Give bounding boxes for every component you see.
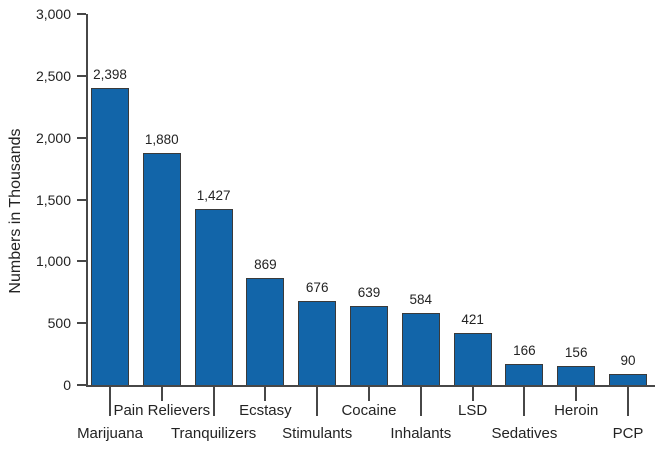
x-axis-line — [86, 385, 655, 387]
x-tick-mark — [523, 387, 526, 416]
y-tick-label: 1,500 — [35, 191, 71, 208]
bar-value-label: 2,398 — [93, 67, 127, 82]
x-tick-mark — [212, 387, 215, 416]
x-category-label-cocaine: Cocaine — [341, 402, 397, 419]
bar-ecstasy — [246, 278, 285, 385]
y-tick-mark — [77, 384, 86, 386]
bar-value-label: 421 — [461, 312, 484, 327]
x-tick-mark — [419, 387, 422, 416]
bar-value-label: 676 — [305, 280, 329, 295]
bar-inhalants — [401, 313, 440, 385]
x-category-label-ecstasy: Ecstasy — [239, 402, 292, 419]
x-category-label-pain-relievers: Pain Relievers — [113, 402, 211, 419]
y-tick-mark — [77, 13, 86, 15]
bar-value-label: 156 — [564, 345, 588, 360]
x-category-label-stimulants: Stimulants — [282, 425, 353, 442]
y-tick-label: 500 — [47, 315, 71, 332]
bar-value-label: 166 — [513, 343, 536, 358]
bar-value-label: 1,880 — [144, 132, 179, 147]
bar-lsd — [453, 333, 492, 385]
x-category-label-tranquilizers: Tranquilizers — [170, 425, 257, 442]
x-category-label-heroin: Heroin — [554, 402, 599, 419]
y-tick-label: 2,000 — [35, 129, 71, 146]
y-tick-mark — [77, 74, 86, 77]
y-tick-label: 1,000 — [35, 253, 71, 270]
bar-tranquilizers — [194, 209, 233, 385]
x-tick-mark — [627, 387, 629, 416]
x-category-label-pcp: PCP — [612, 425, 644, 442]
y-axis-line — [86, 14, 88, 387]
plot-area: 0 500 1,000 1,500 2,000 2,500 3,000 2,398 Mariju… — [36, 6, 655, 442]
bar-sedatives — [505, 364, 544, 385]
x-category-label-lsd: LSD — [458, 402, 488, 419]
bar-heroin — [557, 366, 596, 385]
y-tick-mark — [77, 260, 86, 263]
y-tick-mark — [77, 136, 86, 139]
bar-cocaine — [350, 306, 388, 385]
y-tick-mark — [77, 322, 86, 325]
bar-pcp — [609, 374, 647, 385]
y-tick-mark — [77, 198, 86, 201]
x-category-label-inhalants: Inhalants — [390, 425, 452, 442]
x-category-label-sedatives: Sedatives — [491, 425, 558, 442]
bar-stimulants — [298, 301, 337, 385]
bar-value-label: 869 — [254, 257, 277, 272]
bar-pain-relievers — [142, 153, 181, 385]
y-tick-label: 0 — [63, 377, 71, 393]
x-tick-mark — [368, 387, 370, 401]
y-tick-label: 3,000 — [35, 6, 71, 22]
x-tick-mark — [109, 387, 111, 416]
bar-value-label: 1,427 — [196, 188, 231, 203]
x-category-label-marijuana: Marijuana — [77, 425, 143, 442]
x-tick-mark — [471, 387, 474, 401]
x-tick-mark — [316, 387, 319, 416]
x-tick-mark — [160, 387, 163, 401]
bar-value-label: 584 — [409, 292, 433, 307]
bar-value-label: 90 — [620, 353, 636, 368]
x-tick-mark — [575, 387, 578, 401]
y-tick-label: 2,500 — [35, 67, 71, 84]
bar-value-label: 639 — [357, 285, 381, 300]
bar-marijuana — [91, 88, 129, 385]
x-tick-mark — [264, 387, 267, 401]
